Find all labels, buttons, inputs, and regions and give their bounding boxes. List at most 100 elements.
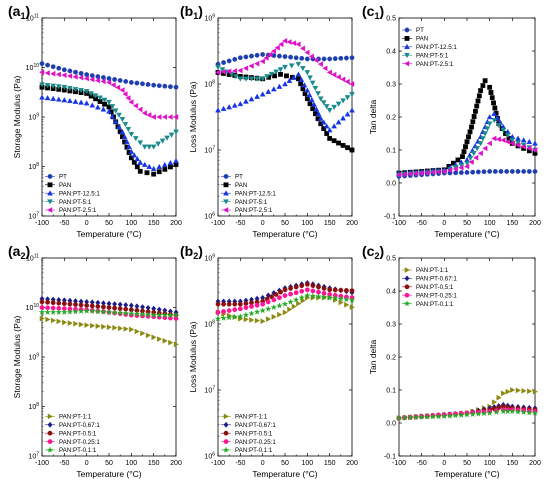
- data-point: [112, 77, 117, 82]
- y-tick-label: 0.4: [386, 289, 396, 296]
- data-point: [94, 104, 101, 110]
- y-axis-label: Storage Modulus (Pa): [12, 75, 22, 158]
- data-point: [84, 322, 90, 329]
- data-point: [299, 45, 306, 52]
- data-point: [156, 311, 163, 318]
- data-point: [293, 284, 299, 290]
- data-point: [288, 54, 293, 60]
- data-point: [173, 114, 179, 120]
- x-tick-label: -100: [392, 460, 406, 467]
- data-point: [460, 154, 465, 159]
- data-point: [299, 283, 305, 289]
- x-tick-label: 0: [261, 220, 265, 227]
- data-point: [441, 413, 448, 420]
- data-point: [254, 52, 260, 58]
- data-point: [265, 305, 272, 312]
- y-tick-label: 1010: [26, 63, 40, 72]
- data-point: [88, 91, 95, 97]
- data-point: [486, 409, 493, 416]
- legend-label: PAN:PT-5:1: [235, 199, 268, 206]
- data-point: [463, 411, 471, 418]
- data-point: [159, 138, 166, 144]
- data-point: [137, 168, 143, 174]
- legend-marker: [47, 439, 53, 444]
- data-point: [122, 309, 129, 317]
- data-point: [45, 316, 51, 323]
- data-point: [132, 136, 139, 142]
- data-point: [122, 122, 129, 128]
- data-point: [145, 82, 151, 87]
- data-point: [492, 105, 498, 111]
- data-point: [66, 73, 73, 79]
- y-axis-label: Tan delta: [368, 339, 378, 374]
- data-point: [477, 150, 483, 157]
- series-PAN: [39, 84, 179, 177]
- data-point: [156, 163, 163, 170]
- data-point: [259, 91, 266, 97]
- data-point: [129, 326, 135, 333]
- data-point: [62, 319, 68, 326]
- data-point: [473, 108, 478, 114]
- data-point: [324, 131, 330, 136]
- chart-panel-b2: (b2) -100 -50 0 50 100 150 200 106 107 108 109 Tempe…: [180, 243, 358, 479]
- data-point: [504, 138, 511, 145]
- data-point: [116, 309, 124, 316]
- data-point: [123, 79, 129, 84]
- data-point: [151, 171, 157, 177]
- data-point: [520, 408, 527, 415]
- data-point: [122, 91, 128, 97]
- data-point: [39, 82, 45, 88]
- data-point: [277, 53, 282, 59]
- data-point: [110, 82, 116, 88]
- data-point: [260, 52, 266, 57]
- legend-label: PAN:PT-0.25:1: [235, 439, 276, 446]
- series-PT: [215, 52, 355, 67]
- data-point: [335, 74, 341, 80]
- data-point: [304, 56, 310, 62]
- data-point: [243, 54, 249, 60]
- legend-marker: [223, 439, 229, 444]
- data-point: [435, 168, 441, 175]
- data-point: [105, 308, 113, 316]
- y-tick-label: 108: [204, 80, 215, 89]
- data-point: [338, 55, 344, 61]
- data-point: [67, 97, 73, 104]
- data-point: [83, 75, 89, 82]
- data-point: [137, 159, 144, 165]
- data-point: [67, 301, 73, 307]
- data-point: [313, 57, 319, 64]
- data-point: [39, 315, 45, 322]
- data-point: [296, 300, 302, 307]
- data-point: [95, 304, 101, 309]
- data-point: [474, 103, 480, 109]
- data-point: [304, 87, 311, 93]
- data-point: [66, 308, 74, 315]
- data-point: [304, 281, 310, 287]
- chart-panel-a1: (a1) -100 -50 0 50 100 150 200 107 108 109 1010 1011…: [8, 3, 182, 239]
- data-point: [323, 123, 330, 129]
- y-tick-label: 108: [28, 402, 39, 411]
- data-point: [466, 134, 471, 140]
- data-point: [270, 86, 277, 92]
- data-point: [168, 339, 174, 346]
- x-tick-label: 150: [324, 460, 336, 467]
- data-point: [344, 95, 351, 101]
- data-point: [515, 387, 521, 394]
- data-point: [39, 69, 45, 76]
- data-point: [55, 308, 62, 316]
- data-point: [44, 95, 51, 101]
- data-point: [464, 160, 470, 167]
- data-point: [67, 86, 73, 92]
- x-axis-label: Temperature (°C): [76, 469, 141, 479]
- data-point: [349, 55, 355, 61]
- data-point: [307, 101, 313, 107]
- data-point: [173, 341, 179, 348]
- data-point: [78, 321, 85, 328]
- panel-label: (c1): [362, 3, 384, 21]
- y-tick-label: 0.2: [386, 355, 396, 362]
- data-point: [278, 71, 283, 77]
- data-point: [429, 413, 437, 420]
- data-point: [349, 304, 355, 311]
- data-point: [295, 71, 302, 77]
